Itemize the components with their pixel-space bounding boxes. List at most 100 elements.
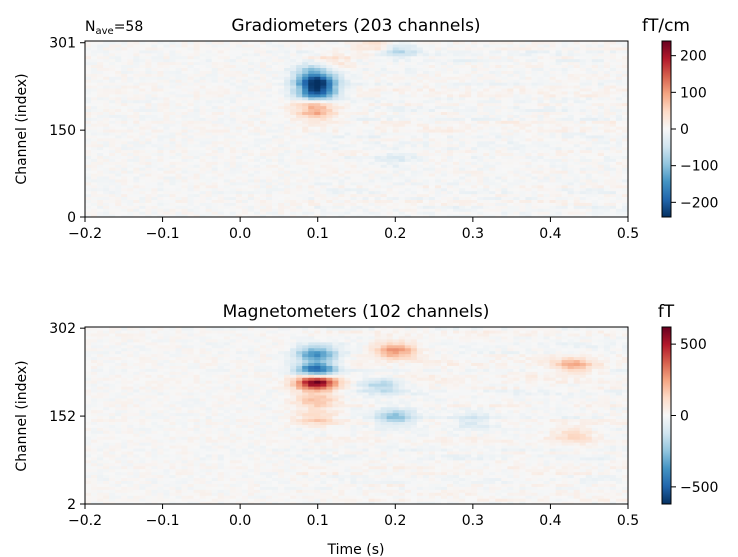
heatmap-cell <box>181 79 189 83</box>
heatmap-cell <box>308 214 315 218</box>
heatmap-cell <box>489 55 496 60</box>
heatmap-cell <box>368 73 376 77</box>
heatmap-cell <box>422 61 430 66</box>
heatmap-cell <box>621 96 629 101</box>
heatmap-cell <box>537 99 545 104</box>
heatmap-cell <box>609 158 617 162</box>
heatmap-cell <box>85 111 92 115</box>
heatmap-cell <box>519 149 527 154</box>
heatmap-cell <box>519 129 527 133</box>
heatmap-cell <box>495 167 502 171</box>
heatmap-cell <box>205 137 213 142</box>
heatmap-cell <box>386 178 394 183</box>
heatmap-cell <box>241 73 249 77</box>
heatmap-cell <box>386 114 394 118</box>
heatmap-cell <box>139 61 146 66</box>
heatmap-cell <box>344 134 352 139</box>
heatmap-cell <box>434 137 442 142</box>
heatmap-cell <box>109 149 116 154</box>
heatmap-cell <box>253 108 261 112</box>
heatmap-cell <box>235 170 243 174</box>
heatmap-cell <box>392 170 400 174</box>
heatmap-cell <box>591 161 599 165</box>
heatmap-cell <box>235 76 243 80</box>
heatmap-cell <box>392 87 400 92</box>
heatmap-cell <box>266 196 273 200</box>
heatmap-cell <box>549 184 557 189</box>
heatmap-cell <box>332 105 339 110</box>
heatmap-cell <box>272 79 279 83</box>
heatmap-cell <box>495 190 502 195</box>
heatmap-cell <box>410 173 418 177</box>
heatmap-cell <box>338 175 346 180</box>
heatmap-cell <box>193 170 201 174</box>
heatmap-cell <box>163 87 171 92</box>
heatmap-cell <box>459 58 466 63</box>
heatmap-cell <box>573 184 581 189</box>
heatmap-cell <box>344 137 352 142</box>
heatmap-cell <box>145 187 152 192</box>
heatmap-cell <box>404 211 412 215</box>
heatmap-cell <box>241 79 249 83</box>
heatmap-cell <box>489 117 496 121</box>
heatmap-cell <box>386 85 394 89</box>
heatmap-cell <box>416 108 424 112</box>
heatmap-cell <box>127 90 134 95</box>
heatmap-cell <box>314 96 321 101</box>
heatmap-cell <box>235 175 243 180</box>
heatmap-cell <box>374 82 382 86</box>
heatmap-cell <box>561 114 569 118</box>
heatmap-cell <box>199 55 207 60</box>
heatmap-cell <box>181 196 189 200</box>
heatmap-cell <box>97 208 104 212</box>
heatmap-cell <box>386 161 394 165</box>
heatmap-cell <box>223 111 231 115</box>
heatmap-cell <box>549 111 557 115</box>
heatmap-cell <box>507 214 514 218</box>
heatmap-cell <box>555 55 563 60</box>
heatmap-cell <box>615 170 623 174</box>
heatmap-cell <box>453 184 460 189</box>
heatmap-cell <box>513 167 520 171</box>
heatmap-cell <box>314 214 321 218</box>
heatmap-cell <box>489 85 496 89</box>
heatmap-cell <box>326 190 333 195</box>
heatmap-cell <box>561 120 569 124</box>
heatmap-cell <box>416 184 424 189</box>
heatmap-cell <box>362 96 370 101</box>
heatmap-cell <box>453 137 460 142</box>
heatmap-cell <box>121 193 128 198</box>
heatmap-cell <box>217 111 225 115</box>
heatmap-cell <box>549 79 557 83</box>
heatmap-cell <box>97 196 104 200</box>
heatmap-cell <box>193 55 201 60</box>
heatmap-cell <box>187 190 195 195</box>
heatmap-cell <box>308 170 315 174</box>
heatmap-cell <box>609 126 617 130</box>
heatmap-cell <box>621 79 629 83</box>
heatmap-cell <box>453 196 460 200</box>
heatmap-cell <box>338 158 346 162</box>
heatmap-cell <box>416 61 424 66</box>
heatmap-cell <box>489 70 496 74</box>
heatmap-cell <box>447 170 454 174</box>
heatmap-cell <box>253 164 261 168</box>
heatmap-cell <box>434 211 442 215</box>
heatmap-cell <box>247 99 255 104</box>
heatmap-cell <box>380 105 388 110</box>
heatmap-cell <box>199 181 207 186</box>
heatmap-cell <box>386 131 394 136</box>
heatmap-cell <box>332 52 339 57</box>
heatmap-cell <box>217 173 225 177</box>
heatmap-cell <box>278 214 285 218</box>
heatmap-cell <box>187 87 195 92</box>
heatmap-cell <box>597 76 605 80</box>
heatmap-cell <box>459 193 466 198</box>
heatmap-cell <box>507 175 514 180</box>
heatmap-cell <box>404 205 412 209</box>
heatmap-cell <box>362 137 370 142</box>
heatmap-cell <box>272 126 279 130</box>
heatmap-cell <box>91 184 98 189</box>
heatmap-cell <box>549 102 557 107</box>
heatmap-cell <box>362 146 370 151</box>
